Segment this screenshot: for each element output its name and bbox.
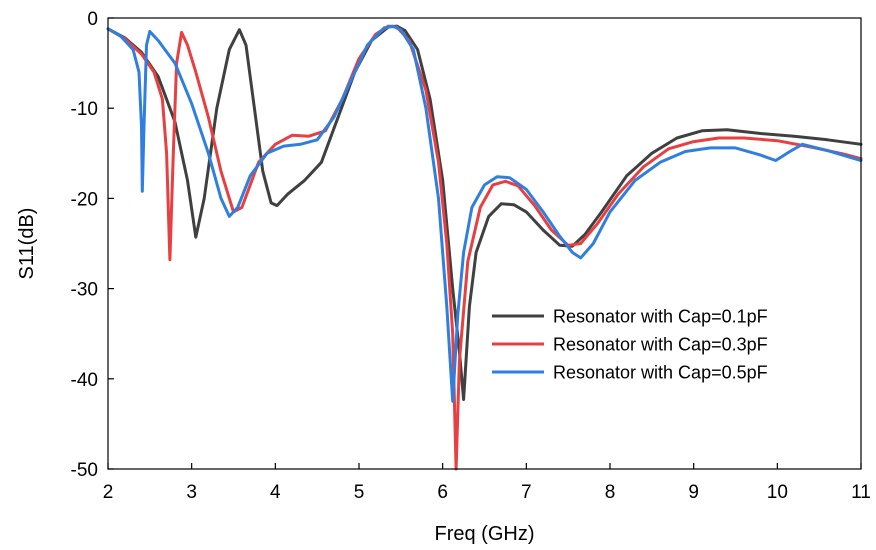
series-layer: [106, 24, 863, 471]
y-axis-title: S11(dB): [16, 208, 38, 280]
series-line-3: [106, 24, 863, 403]
x-tick-label: 8: [605, 482, 616, 503]
x-tick-label: 4: [270, 482, 281, 503]
x-tick-label: 6: [437, 482, 448, 503]
plot-frame: [107, 17, 862, 470]
ticks-layer: 2 3 4 5 6 7 8 9 10 11 0 -10 -20 -30 -40 -50: [71, 9, 871, 503]
y-tick-label: -40: [71, 370, 98, 391]
y-tick-label: -30: [71, 280, 98, 301]
x-tick-label: 9: [688, 482, 699, 503]
legend-label-2: Resonator with Cap=0.3pF: [553, 335, 768, 355]
y-tick-label: -10: [71, 99, 98, 120]
y-tick-label: -50: [71, 460, 98, 481]
x-axis-title: Freq (GHz): [435, 523, 535, 545]
legend: Resonator with Cap=0.1pF Resonator with C…: [492, 307, 768, 383]
x-tick-label: 5: [354, 482, 365, 503]
legend-label-1: Resonator with Cap=0.1pF: [553, 307, 768, 327]
legend-label-3: Resonator with Cap=0.5pF: [553, 363, 768, 383]
x-tick-label: 10: [767, 482, 788, 503]
x-tick-label: 11: [851, 482, 871, 503]
x-tick-label: 7: [521, 482, 532, 503]
series-line-1: [106, 24, 863, 401]
x-tick-label: 2: [103, 482, 114, 503]
y-tick-label: -20: [71, 189, 98, 210]
x-tick-label: 3: [186, 482, 197, 503]
y-tick-label: 0: [87, 9, 98, 30]
